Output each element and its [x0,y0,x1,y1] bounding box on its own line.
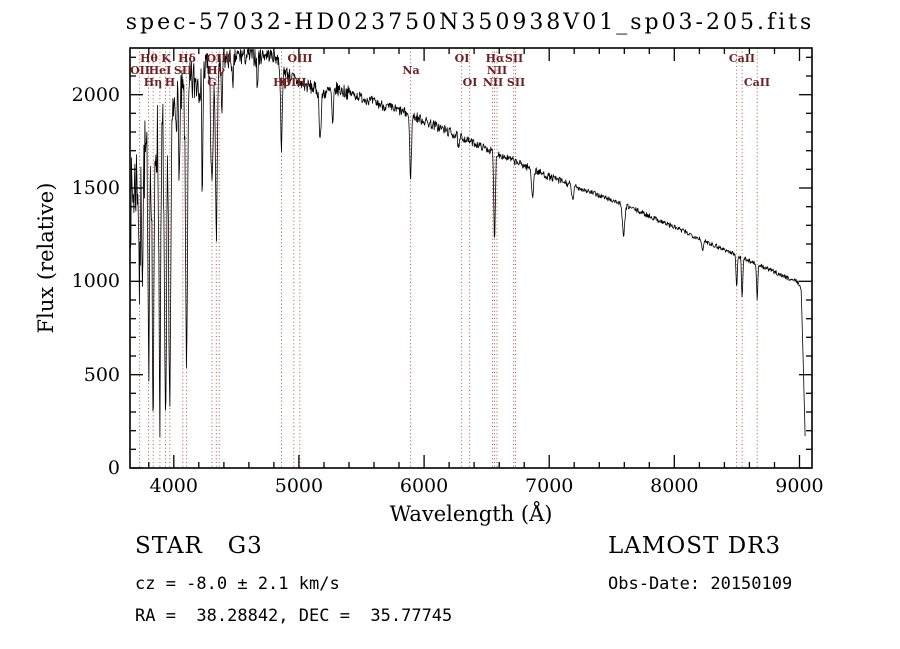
spectral-line-label: NII [482,76,504,89]
spectral-line-label: Hα [485,52,505,65]
spectral-line-label: NII [486,64,508,77]
spectral-line-label: OIII [287,52,313,65]
x-tick-label: 9000 [775,475,824,497]
spectral-line-label: SII [173,64,193,77]
x-tick-label: 7000 [525,475,574,497]
spectral-line-label: H [164,76,176,89]
object-class-text: STAR G3 [135,533,263,559]
spectral-line-label: OI [454,52,470,65]
spectral-line-label: OII [130,64,150,77]
spectral-line-label: HeI [148,64,172,77]
obs-date-text: Obs-Date: 20150109 [608,574,793,594]
x-tick-label: 6000 [399,475,449,497]
x-tick-label: 5000 [274,475,324,497]
x-axis-title: Wavelength (Å) [389,502,553,526]
spectral-line-label: K [161,52,171,65]
ra-dec-text: RA = 38.28842, DEC = 35.77745 [135,606,453,626]
y-tick-label: 0 [107,457,120,479]
survey-name-text: LAMOST DR3 [608,533,782,559]
spectral-line-label: OIII [281,76,307,89]
spectral-line-label: Na [402,64,420,77]
y-tick-label: 1500 [71,177,120,199]
spectral-line-label: OI [462,76,478,89]
spectral-line-label: SII [506,76,526,89]
spectral-line-label: Hδ [178,52,196,65]
figure-title: spec-57032-HD023750N350938V01_sp03-205.f… [125,10,815,35]
spectral-line-label: CaII [743,76,771,89]
y-tick-label: 2000 [71,83,120,106]
y-tick-label: 500 [83,363,120,386]
y-tick-label: 1000 [71,270,120,293]
spectral-line-label: G [207,76,217,89]
spectral-line-label: SII [504,52,524,65]
spectral-line-label: Hγ [207,64,225,77]
spectral-line-label: Hη [143,76,163,89]
x-tick-label: 8000 [650,475,699,497]
spectral-line-label: CaII [728,52,756,65]
spectral-line-label: Hθ [140,52,158,65]
spectral-line-label: Hβ [273,76,291,89]
cz-text: cz = -8.0 ± 2.1 km/s [135,574,340,594]
spectral-line-label: OIII [206,52,232,65]
x-tick-label: 4000 [149,475,198,497]
